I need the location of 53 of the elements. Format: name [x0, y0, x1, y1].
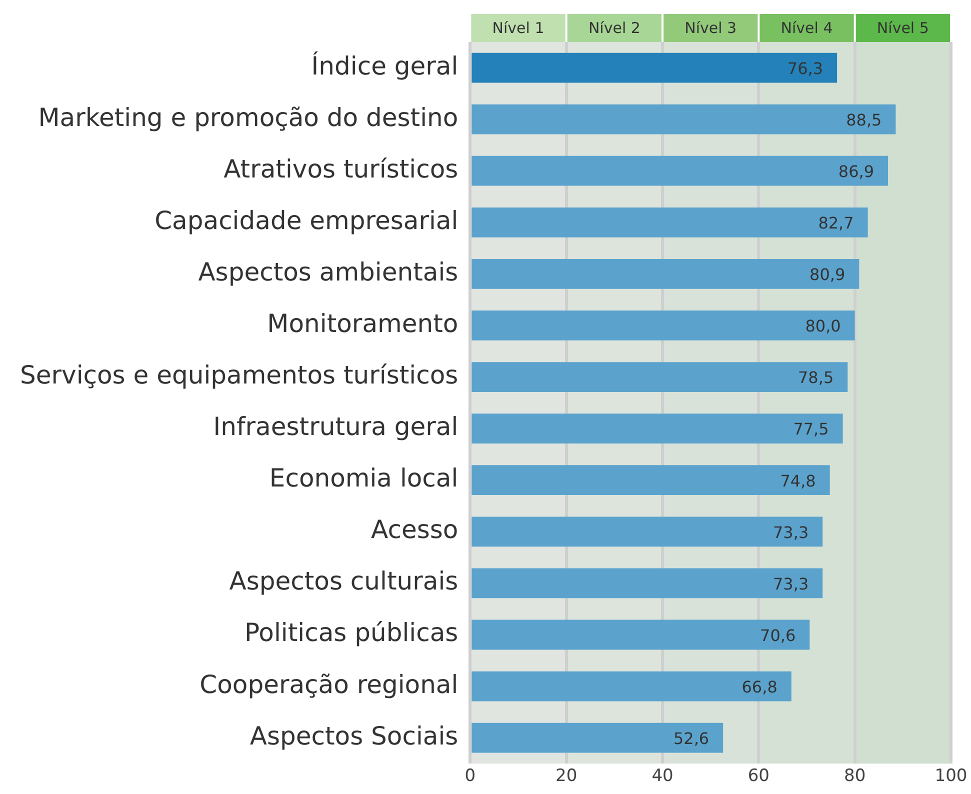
bar [472, 258, 860, 289]
data-label: 73,3 [773, 574, 809, 594]
y-tick-label: Economia local [269, 464, 458, 493]
y-tick-label: Atrativos turísticos [224, 154, 458, 184]
data-label: 70,6 [760, 626, 796, 645]
data-label: 80,0 [805, 316, 841, 336]
y-tick-label: Aspectos culturais [229, 566, 458, 596]
data-label: 77,5 [793, 420, 829, 439]
y-tick-label: Monitoramento [267, 308, 458, 338]
bar [472, 671, 792, 702]
data-label: 76,3 [787, 58, 824, 78]
data-label: 78,5 [798, 368, 834, 388]
bar [472, 620, 810, 650]
y-tick-label: Acesso [371, 515, 458, 544]
x-tick-label: 20 [556, 766, 578, 786]
data-label: 86,9 [838, 162, 874, 182]
bar [472, 414, 843, 444]
data-label: 82,7 [818, 214, 854, 233]
data-label: 80,9 [810, 265, 846, 284]
y-tick-label: Serviços e equipamentos turísticos [20, 360, 458, 390]
y-tick-label: Índice geral [311, 50, 458, 80]
data-label: 74,8 [780, 471, 816, 490]
bar [472, 362, 848, 392]
bar [472, 52, 838, 83]
x-tick-label: 40 [652, 766, 674, 786]
bar [472, 310, 855, 340]
y-tick-label: Cooperação regional [200, 670, 458, 699]
y-tick-label: Aspectos ambientais [198, 257, 458, 286]
bar [472, 465, 830, 496]
data-label: 66,8 [742, 677, 778, 696]
x-tick-label: 80 [844, 766, 866, 786]
band-label: Nível 4 [780, 18, 833, 37]
band-label: Nível 2 [588, 18, 640, 37]
x-tick-label: 100 [934, 766, 968, 786]
x-tick-label: 0 [464, 766, 476, 786]
bar [472, 516, 823, 547]
data-label: 52,6 [673, 728, 710, 748]
bar [472, 156, 888, 186]
y-tick-label: Capacidade empresarial [154, 206, 458, 235]
y-tick-label: Politicas públicas [244, 618, 458, 648]
x-tick-label: 60 [748, 766, 770, 786]
bar [472, 722, 724, 753]
bar [472, 568, 823, 598]
band-label: Nível 1 [492, 18, 544, 37]
bar [472, 207, 868, 238]
bar [472, 104, 896, 134]
data-label: 88,5 [846, 110, 882, 130]
y-tick-label: Infraestrutura geral [213, 412, 458, 442]
band-label: Nível 3 [684, 18, 737, 37]
y-tick-label: Aspectos Sociais [250, 721, 458, 750]
band-label: Nível 5 [876, 18, 929, 37]
y-tick-label: Marketing e promoção do destino [38, 102, 458, 132]
data-label: 73,3 [773, 522, 809, 542]
